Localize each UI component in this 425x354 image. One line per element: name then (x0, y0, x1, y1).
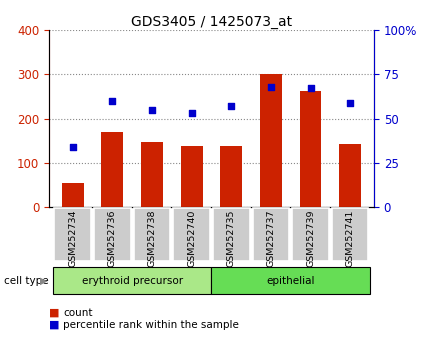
Bar (54, 208, 91, 261)
Point (347, 100, 354, 105)
Bar (173, 208, 210, 261)
Text: count: count (63, 308, 92, 318)
Point (267, 84, 274, 90)
Bar (141, 142, 163, 207)
Bar (292, 208, 329, 261)
Bar (253, 208, 289, 261)
Text: ■: ■ (49, 320, 60, 330)
Point (188, 110, 195, 116)
Text: percentile rank within the sample: percentile rank within the sample (63, 320, 239, 330)
Point (109, 98, 116, 104)
Text: ■: ■ (49, 308, 60, 318)
Point (307, 86, 314, 91)
Point (69, 144, 76, 150)
Bar (220, 146, 242, 207)
Bar (134, 208, 170, 261)
Text: GSM252737: GSM252737 (266, 209, 275, 267)
Bar (102, 132, 123, 207)
Bar (181, 146, 203, 207)
Bar (339, 144, 361, 207)
Bar (62, 183, 84, 207)
Text: GSM252736: GSM252736 (108, 209, 117, 267)
Bar (300, 91, 321, 207)
Text: GSM252741: GSM252741 (346, 209, 355, 267)
Bar (94, 208, 130, 261)
Text: GSM252734: GSM252734 (68, 209, 77, 267)
Text: epithelial: epithelial (266, 275, 315, 286)
Bar (260, 74, 282, 207)
Text: erythroid precursor: erythroid precursor (82, 275, 183, 286)
Title: GDS3405 / 1425073_at: GDS3405 / 1425073_at (131, 15, 292, 29)
Bar (213, 208, 249, 261)
Text: cell type: cell type (4, 275, 49, 286)
Bar (53, 267, 212, 294)
Point (149, 107, 156, 113)
Text: ▶: ▶ (40, 275, 47, 286)
Bar (212, 267, 370, 294)
Text: GSM252735: GSM252735 (227, 209, 236, 267)
Text: GSM252740: GSM252740 (187, 209, 196, 267)
Text: GSM252738: GSM252738 (147, 209, 156, 267)
Bar (332, 208, 368, 261)
Point (228, 103, 235, 109)
Text: GSM252739: GSM252739 (306, 209, 315, 267)
